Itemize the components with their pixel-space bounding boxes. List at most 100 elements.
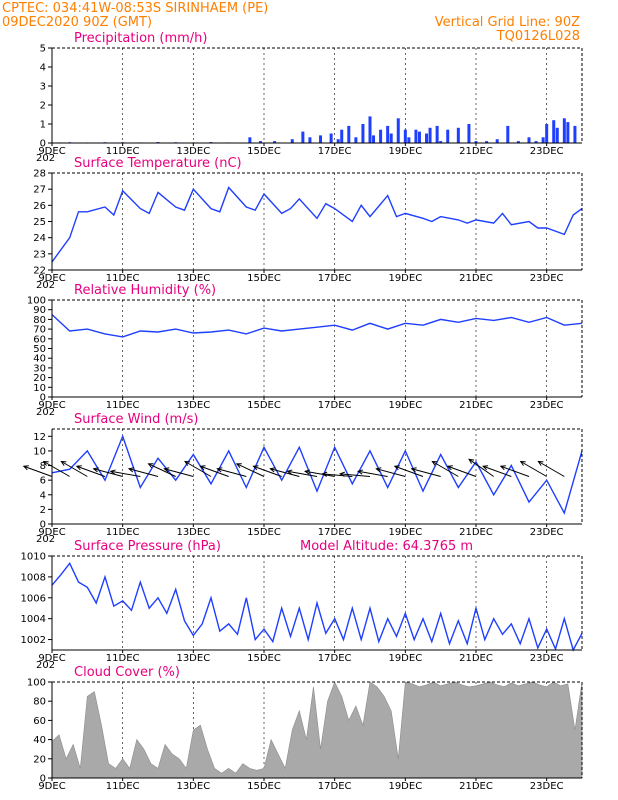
precip-bar bbox=[361, 124, 365, 143]
x-tick-label: 21DEC bbox=[459, 653, 493, 664]
wind-arrow-head bbox=[184, 460, 191, 466]
y-tick-label: 1004 bbox=[21, 614, 46, 625]
precip-bar bbox=[336, 139, 340, 143]
cloud-cover-area bbox=[51, 681, 583, 779]
wind-arrow-shaft bbox=[217, 468, 247, 477]
wind-arrow bbox=[519, 460, 547, 477]
x-tick-label: 9DEC bbox=[38, 273, 65, 284]
wind-arrow-shaft bbox=[164, 468, 194, 477]
wind-arrow bbox=[375, 467, 406, 477]
x-tick-label: 23DEC bbox=[530, 400, 564, 411]
precip-bar bbox=[354, 137, 358, 143]
x-tick-label: 11DEC bbox=[106, 653, 140, 664]
wind-arrow-shaft bbox=[128, 468, 159, 477]
y-tick-label: 2 bbox=[40, 505, 46, 516]
wind-arrow bbox=[393, 465, 424, 477]
wind-arrow bbox=[75, 465, 106, 477]
wind-arrow-head bbox=[252, 465, 259, 471]
x-tick-label: 17DEC bbox=[318, 146, 352, 157]
wind-arrow bbox=[286, 469, 318, 477]
y-tick-label: 90 bbox=[33, 305, 46, 316]
wind-arrow-shaft bbox=[376, 468, 406, 477]
x-tick-label: 17DEC bbox=[318, 781, 352, 792]
wind-arrow bbox=[410, 467, 441, 477]
y-tick-label: 10 bbox=[33, 446, 46, 457]
wind-arrow bbox=[216, 467, 247, 477]
x-tick-label: 11DEC bbox=[106, 400, 140, 411]
wind-arrow-head bbox=[468, 458, 475, 464]
wind-arrow bbox=[109, 469, 141, 477]
precip-bar bbox=[248, 137, 252, 143]
wind-arrow bbox=[22, 465, 53, 477]
x-tick-label: 15DEC bbox=[247, 273, 281, 284]
x-tick-label: 19DEC bbox=[388, 273, 422, 284]
x-tick-label: 15DEC bbox=[247, 146, 281, 157]
precip-bar bbox=[372, 135, 376, 143]
wind-arrow bbox=[252, 465, 282, 477]
x-tick-label: 23DEC bbox=[530, 146, 564, 157]
y-tick-label: 70 bbox=[33, 325, 46, 336]
wind-arrow-shaft bbox=[148, 463, 176, 477]
wind-arrow bbox=[356, 469, 388, 477]
precip-bar bbox=[566, 122, 570, 143]
precip-bar bbox=[417, 131, 421, 143]
x-tick-label: 11DEC bbox=[106, 781, 140, 792]
precip-bar bbox=[446, 129, 450, 143]
wind-arrow bbox=[184, 460, 212, 477]
y-tick-label: 24 bbox=[33, 233, 46, 244]
precip-bar bbox=[552, 120, 556, 143]
precip-bar bbox=[347, 125, 351, 143]
y-tick-label: 0 bbox=[40, 520, 46, 531]
y-tick-label: 12 bbox=[33, 432, 46, 443]
precip-bar bbox=[534, 141, 538, 143]
panel-title: Surface Temperature (nC) bbox=[74, 156, 242, 171]
panel-title: Surface Pressure (hPa) bbox=[74, 539, 221, 554]
x-tick-label: 9DEC bbox=[38, 146, 65, 157]
series-line bbox=[51, 314, 583, 338]
x-tick-label: 13DEC bbox=[176, 653, 210, 664]
wind-arrow-shaft bbox=[23, 465, 53, 477]
y-tick-label: 1002 bbox=[21, 635, 46, 646]
precip-bar bbox=[340, 129, 344, 143]
wind-arrow-shaft bbox=[500, 465, 530, 477]
precip-bar bbox=[516, 141, 520, 143]
x-tick-label: 9DEC bbox=[38, 400, 65, 411]
x-tick-label: 21DEC bbox=[459, 146, 493, 157]
wind-arrow-head bbox=[163, 467, 170, 473]
header-run-time: 09DEC2020 90Z (GMT) bbox=[2, 15, 152, 30]
precip-bar bbox=[329, 133, 333, 143]
y-tick-label: 4 bbox=[40, 63, 46, 74]
wind-arrow-shaft bbox=[61, 461, 88, 477]
y-tick-label: 60 bbox=[33, 334, 46, 345]
precip-bar bbox=[439, 141, 443, 143]
wind-arrow-shaft bbox=[76, 465, 106, 477]
wind-arrow bbox=[321, 471, 353, 477]
series-line bbox=[51, 561, 583, 652]
precip-bar bbox=[555, 127, 559, 143]
wind-arrow bbox=[163, 467, 194, 477]
wind-arrow-head bbox=[303, 469, 311, 475]
wind-arrow-head bbox=[431, 460, 438, 466]
y-tick-label: 20 bbox=[33, 373, 46, 384]
wind-arrow-head bbox=[22, 465, 29, 471]
x-tick-label: 13DEC bbox=[176, 527, 210, 538]
wind-arrow bbox=[338, 471, 371, 477]
header-grid-info: Vertical Grid Line: 90Z bbox=[435, 15, 580, 30]
wind-arrow-head bbox=[92, 467, 99, 473]
x-tick-label: 13DEC bbox=[176, 400, 210, 411]
precip-bar bbox=[467, 124, 471, 143]
x-year-label: 202 bbox=[36, 407, 55, 418]
wind-arrow bbox=[60, 460, 88, 477]
x-tick-label: 23DEC bbox=[530, 273, 564, 284]
y-tick-label: 2 bbox=[40, 101, 46, 112]
x-tick-label: 19DEC bbox=[388, 527, 422, 538]
panel-2: 22 23 24 25 26 27 28 9DEC 11DEC 13DEC 15DEC 17DEC 19… bbox=[33, 156, 583, 291]
precip-bar bbox=[456, 127, 460, 143]
panel-6: 0 20 40 60 80 100 9DEC 11DEC 13DEC 15DEC 17DEC 19DE… bbox=[27, 665, 583, 792]
y-tick-label: 3 bbox=[40, 82, 46, 93]
wind-arrow-shaft bbox=[322, 473, 353, 477]
precip-bar bbox=[308, 137, 312, 143]
y-tick-label: 30 bbox=[33, 363, 46, 374]
panel-5: 1002 1004 1006 1008 1010 9DEC 11DEC 13DEC 15DEC 1… bbox=[21, 539, 583, 671]
header: CPTEC: 034:41W-08:53S SIRINHAEM (PE) 09D… bbox=[2, 1, 580, 44]
